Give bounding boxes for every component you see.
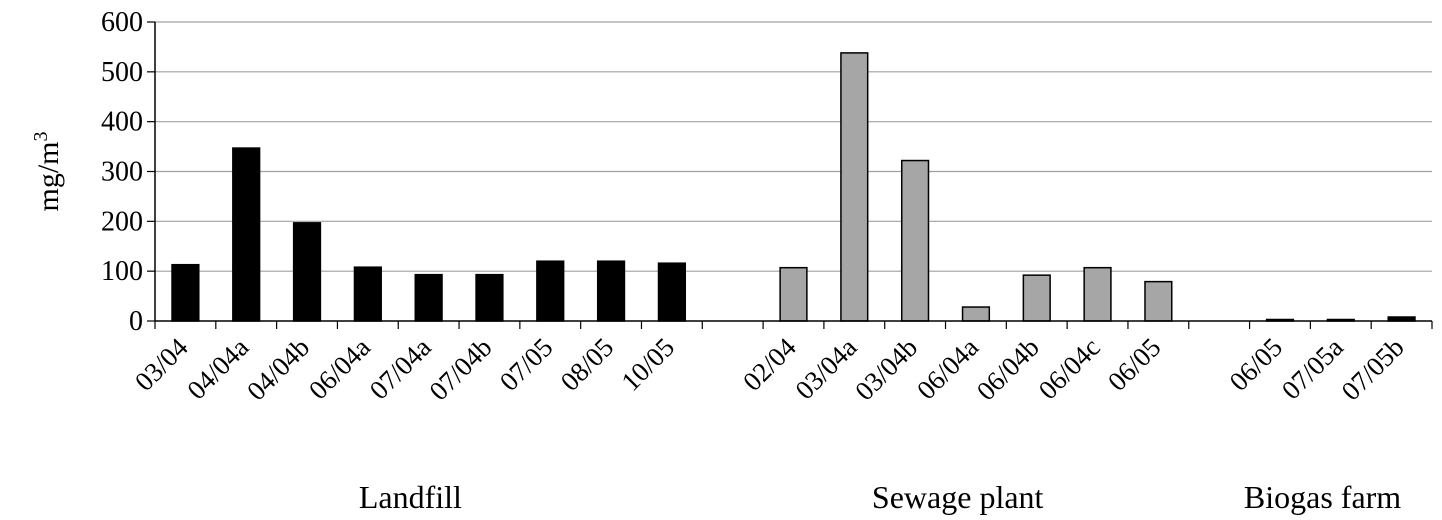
- x-tick-label: 06/04a: [911, 332, 984, 405]
- x-tick-label: 07/05a: [1276, 332, 1349, 405]
- y-tick-label: 500: [101, 57, 143, 88]
- x-tick-label: 07/04a: [364, 332, 437, 405]
- x-tick-label: 03/04a: [789, 332, 862, 405]
- x-tick-label: 07/05: [494, 332, 559, 397]
- y-tick-label: 600: [101, 7, 143, 38]
- bar: [596, 260, 626, 322]
- x-tick-label: 04/04b: [241, 332, 315, 406]
- y-tick-label: 200: [101, 206, 143, 237]
- group-label: Sewage plant: [872, 479, 1044, 515]
- bar: [1083, 266, 1112, 322]
- bar: [292, 222, 322, 322]
- y-axis-label: mg/m3: [30, 131, 65, 211]
- y-axis-label-superscript: 3: [30, 131, 52, 141]
- bar: [961, 306, 991, 322]
- bar: [900, 159, 930, 322]
- group-label: Landfill: [359, 479, 462, 515]
- bars: [171, 52, 1416, 322]
- group-label: Biogas farm: [1244, 479, 1401, 515]
- x-tick-label: 03/04b: [849, 332, 923, 406]
- y-tick-label: 100: [101, 256, 143, 287]
- bar: [1144, 280, 1173, 322]
- y-axis-ticks: 0 100 200 300 400 500 600: [101, 7, 155, 337]
- bar: [414, 273, 443, 322]
- x-tick-label: 08/05: [555, 332, 620, 397]
- grid-lines: [155, 21, 1432, 272]
- bar: [779, 266, 808, 322]
- x-tick-label: 04/04a: [181, 332, 254, 405]
- x-tick-label: 10/05: [615, 332, 680, 397]
- y-axis-label-text: mg/m: [32, 141, 65, 211]
- bar: [171, 263, 200, 322]
- x-axis-labels: 03/0404/04a04/04b06/04a07/04a07/04b07/05…: [129, 332, 1410, 407]
- bar: [353, 266, 382, 322]
- x-tick-label: 07/04b: [423, 332, 497, 406]
- x-tick-label: 06/05: [1102, 332, 1167, 397]
- bar: [536, 260, 565, 322]
- axes: [154, 22, 1433, 329]
- y-tick-label: 300: [101, 157, 143, 188]
- bar: [475, 273, 504, 322]
- bar: [232, 147, 261, 322]
- y-tick-label: 0: [129, 306, 143, 337]
- y-tick-label: 400: [101, 107, 143, 138]
- bar: [657, 262, 687, 322]
- x-tick-label: 06/04b: [971, 332, 1045, 406]
- bar: [840, 52, 869, 322]
- group-labels: Landfill Sewage plant Biogas farm: [359, 479, 1401, 515]
- x-tick-label: 06/04a: [303, 332, 376, 405]
- x-tick-label: 06/04c: [1033, 332, 1106, 405]
- x-tick-label: 07/05b: [1336, 332, 1410, 406]
- bar: [1022, 274, 1051, 322]
